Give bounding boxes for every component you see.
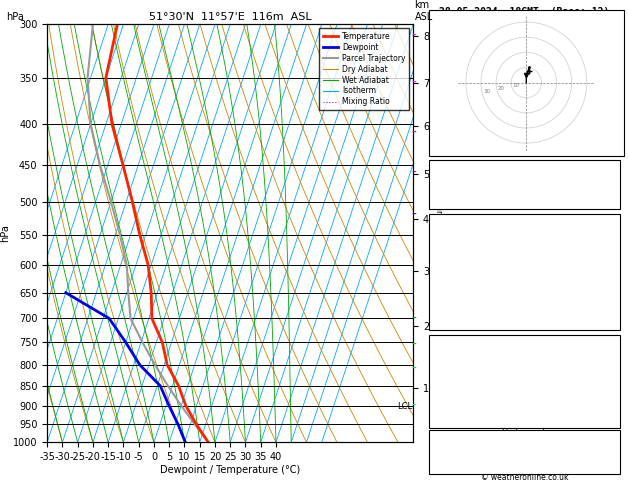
Text: 1004: 1004 [593,352,614,362]
Text: 313: 313 [598,268,614,277]
Text: 1B: 1B [603,465,614,474]
Text: 346: 346 [598,399,614,409]
Bar [429,430,620,474]
Title: 51°30'N  11°57'E  116m  ASL: 51°30'N 11°57'E 116m ASL [149,12,311,22]
Bar [429,214,620,330]
Text: 10.3: 10.3 [595,252,614,260]
Text: 17.8: 17.8 [595,235,614,244]
Text: θᴇ (K): θᴇ (K) [437,368,461,377]
Text: 313: 313 [598,368,614,377]
Text: 2: 2 [431,360,437,369]
Text: 3: 3 [431,314,437,323]
Legend: Temperature, Dewpoint, Parcel Trajectory, Dry Adiabat, Wet Adiabat, Isotherm, Mi: Temperature, Dewpoint, Parcel Trajectory… [319,28,409,110]
Text: 24: 24 [603,164,614,173]
Text: -: - [411,29,416,43]
Text: StmDir: StmDir [437,455,466,465]
X-axis label: Dewpoint / Temperature (°C): Dewpoint / Temperature (°C) [160,465,300,475]
Text: Hodograph: Hodograph [501,429,548,438]
Y-axis label: hPa: hPa [0,225,10,242]
Text: SREH: SREH [437,446,460,455]
Text: 0: 0 [608,318,614,327]
Text: 231°: 231° [594,455,614,465]
Text: PW (cm): PW (cm) [437,196,472,206]
Text: -: - [411,76,416,90]
Text: Dewp (°C): Dewp (°C) [437,252,480,260]
Text: 1: 1 [431,401,437,410]
Y-axis label: Mixing Ratio (g/kg): Mixing Ratio (g/kg) [434,193,443,273]
Text: LCL: LCL [397,402,413,411]
Text: -1: -1 [606,285,614,294]
Text: CIN (J): CIN (J) [437,416,464,424]
Text: 346: 346 [598,301,614,310]
Text: CAPE (J): CAPE (J) [437,301,470,310]
Text: -: - [411,338,416,352]
Bar [429,335,620,428]
Text: 1.77: 1.77 [595,196,614,206]
Text: -: - [411,208,416,222]
Text: 28.05.2024  18GMT  (Base: 12): 28.05.2024 18GMT (Base: 12) [439,7,610,17]
Text: 4: 4 [431,266,437,275]
Text: Most Unstable: Most Unstable [494,338,554,347]
Text: Surface: Surface [508,218,540,227]
Text: 49: 49 [603,180,614,189]
Text: EH: EH [437,437,448,446]
Text: θᴇ(K): θᴇ(K) [437,268,458,277]
Text: -: - [411,399,416,413]
Text: 5: 5 [431,233,437,243]
Text: StmSpd (kt): StmSpd (kt) [437,465,487,474]
Text: -: - [411,166,416,180]
Text: Lifted Index: Lifted Index [437,285,487,294]
Text: 2: 2 [608,446,614,455]
Bar [429,160,620,209]
Text: -: - [411,312,416,326]
Text: Temp (°C): Temp (°C) [437,235,479,244]
Text: -31: -31 [600,437,614,446]
Text: CIN (J): CIN (J) [437,318,464,327]
Text: 0: 0 [608,416,614,424]
Text: Lifted Index: Lifted Index [437,384,487,393]
Text: km
ASL: km ASL [415,0,433,22]
Text: -: - [411,362,416,376]
Text: CAPE (J): CAPE (J) [437,399,470,409]
Text: hPa: hPa [6,12,24,22]
Text: Pressure (mb): Pressure (mb) [437,352,496,362]
Text: K: K [437,164,442,173]
Text: -1: -1 [606,384,614,393]
Text: -: - [411,126,416,140]
Bar [429,10,624,156]
Text: © weatheronline.co.uk: © weatheronline.co.uk [481,473,568,482]
Text: kt: kt [435,15,443,24]
Text: Totals Totals: Totals Totals [437,180,487,189]
